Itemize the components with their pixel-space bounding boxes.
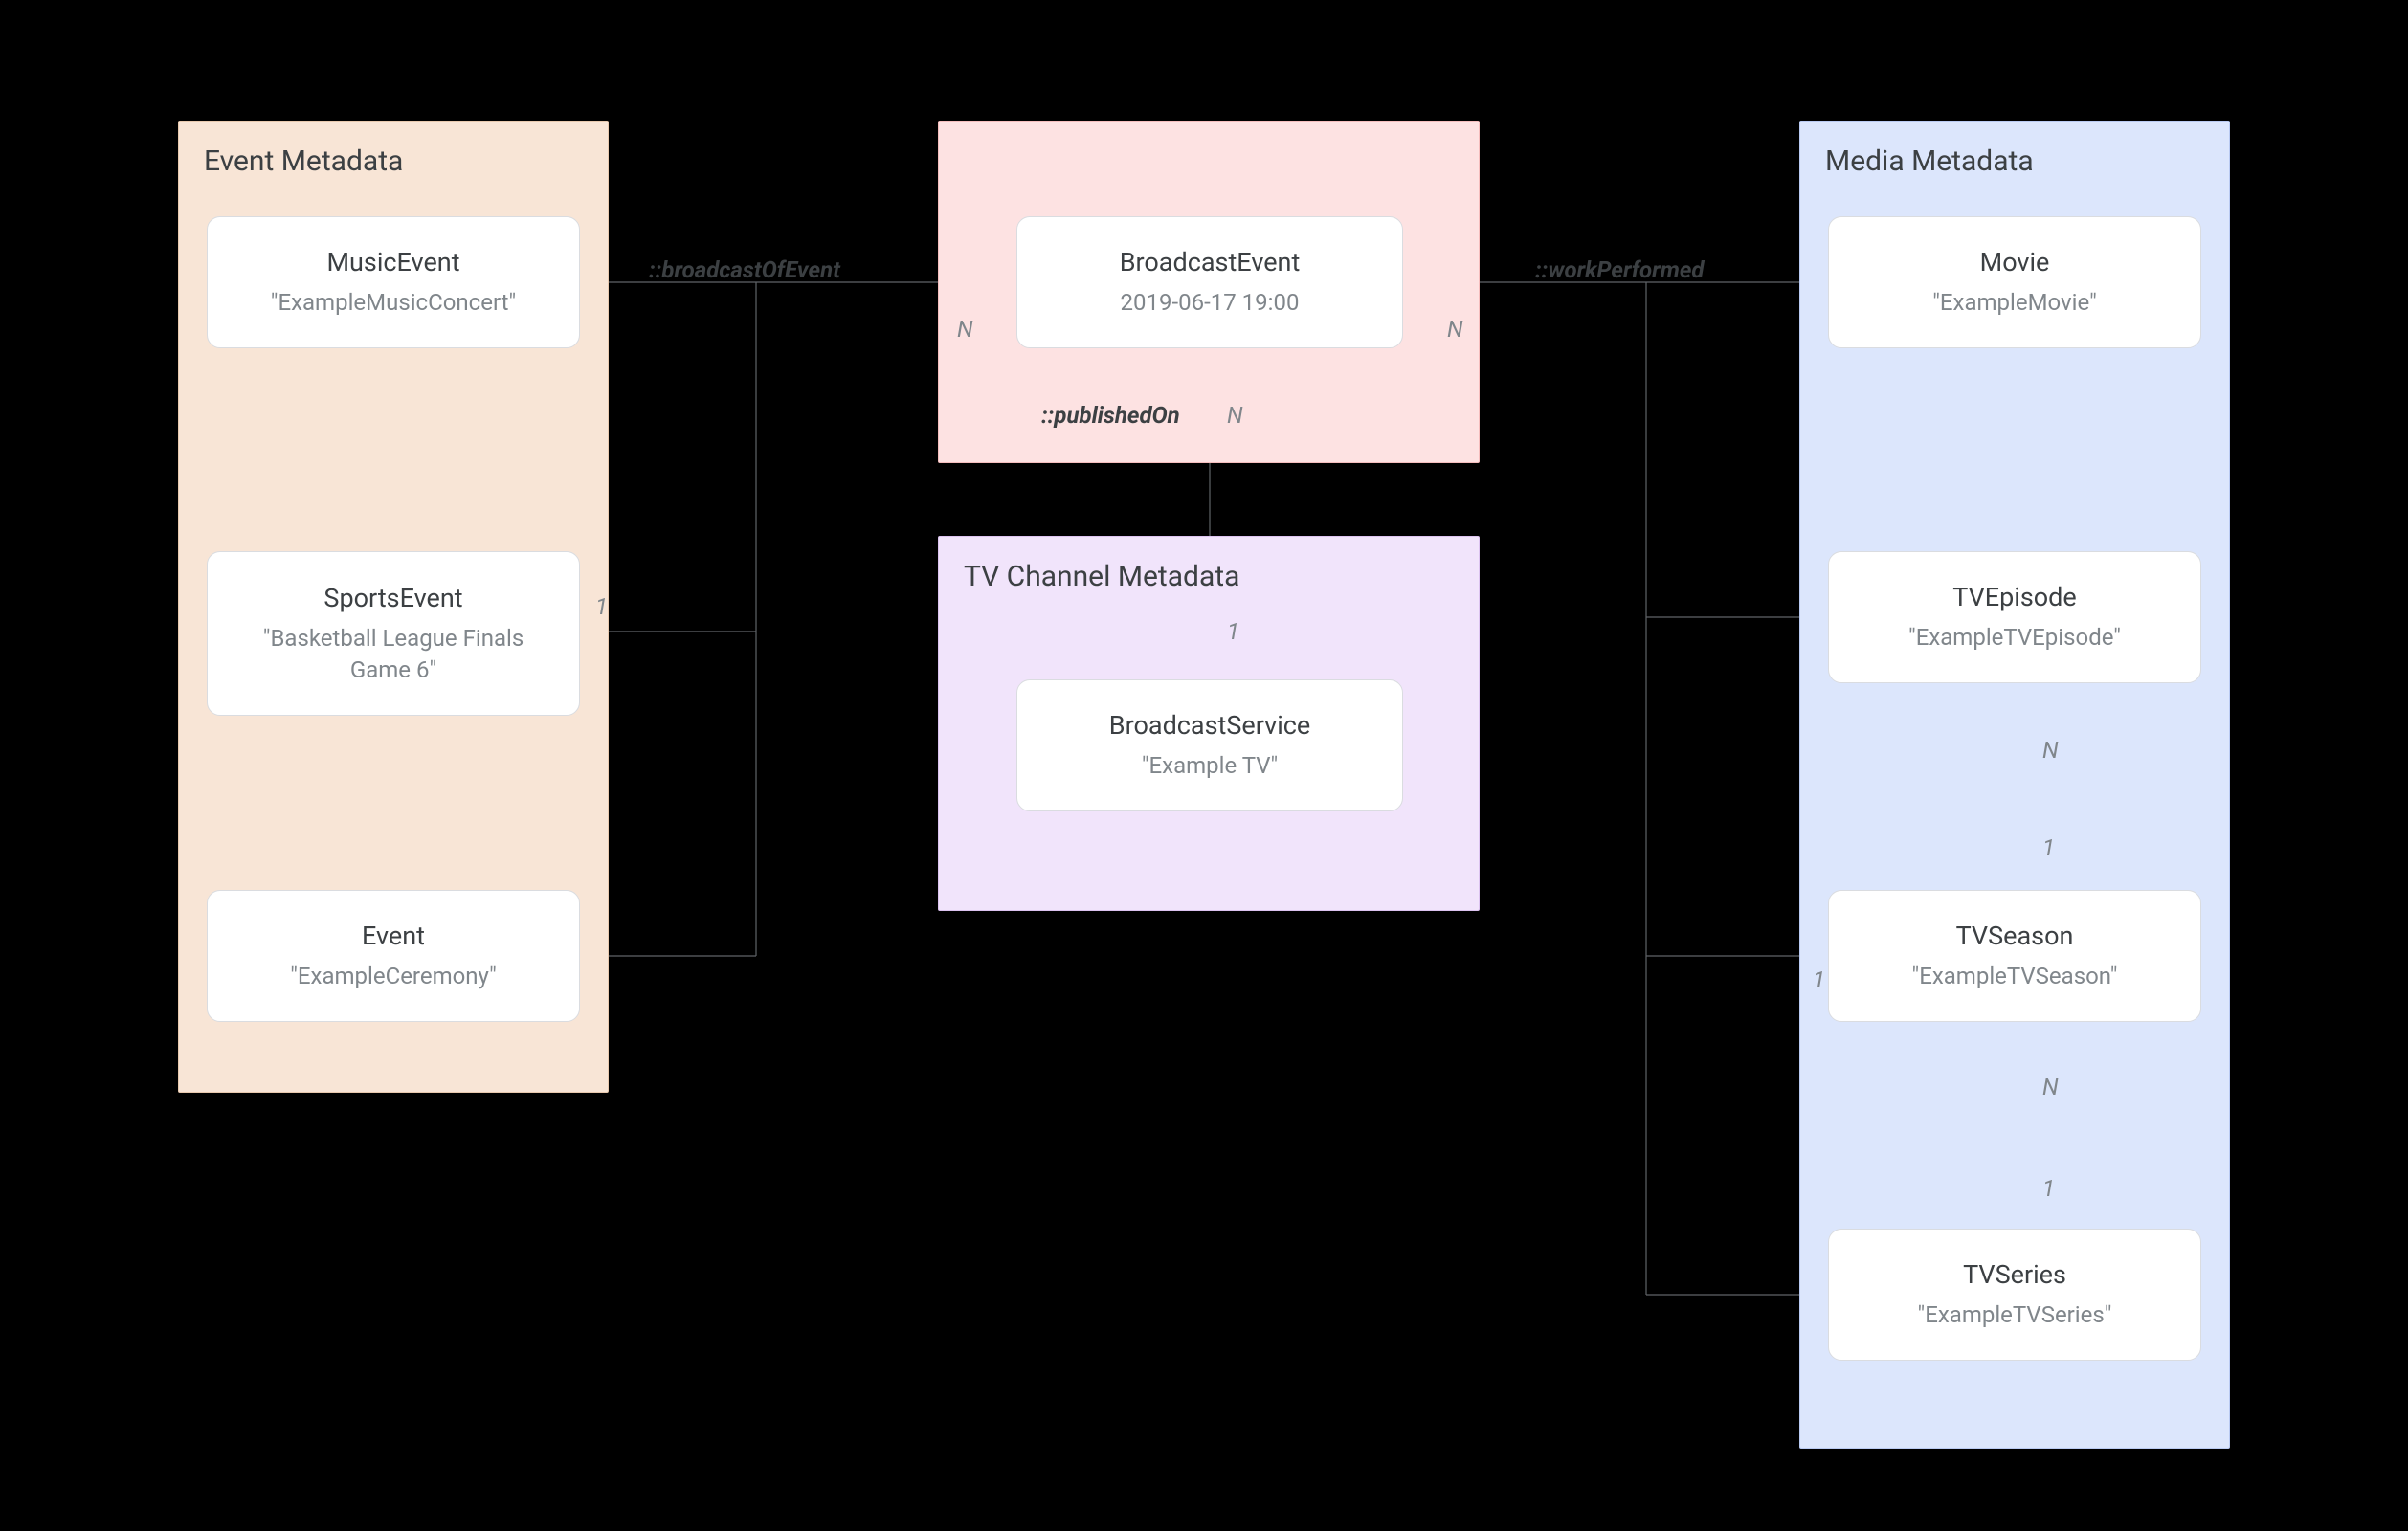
cardinality-label: 1 (1227, 618, 1239, 645)
cardinality-label: 1 (595, 593, 608, 620)
cardinality-label: N (957, 316, 973, 343)
diagram-canvas: Event Metadata TV Channel Metadata Media… (0, 0, 2408, 1531)
cardinality-label: N (1447, 316, 1463, 343)
node-tv-series: TVSeries "ExampleTVSeries" (1828, 1229, 2201, 1361)
edge-label-published-on: ::publishedOn (1041, 402, 1180, 429)
node-tv-season: TVSeason "ExampleTVSeason" (1828, 890, 2201, 1022)
node-title: BroadcastService (1109, 709, 1310, 743)
container-title: Media Metadata (1825, 143, 2204, 180)
edge-label-work-performed: ::workPerformed (1535, 256, 1705, 283)
node-title: TVSeries (1963, 1258, 2066, 1292)
node-subtitle: "ExampleCeremony" (290, 961, 497, 991)
node-subtitle: "ExampleMovie" (1932, 287, 2097, 318)
node-music-event: MusicEvent "ExampleMusicConcert" (207, 216, 580, 348)
node-title: SportsEvent (323, 582, 462, 615)
node-title: BroadcastEvent (1120, 246, 1301, 279)
node-broadcast-service: BroadcastService "Example TV" (1016, 679, 1403, 811)
node-subtitle: "Basketball League Finals Game 6" (231, 623, 556, 685)
node-subtitle: "ExampleMusicConcert" (271, 287, 516, 318)
node-movie: Movie "ExampleMovie" (1828, 216, 2201, 348)
node-event: Event "ExampleCeremony" (207, 890, 580, 1022)
cardinality-label: N (1227, 402, 1243, 429)
edge-label-broadcast-of-event: ::broadcastOfEvent (649, 256, 840, 283)
cardinality-label: 1 (2042, 834, 2055, 861)
cardinality-label: N (2042, 1074, 2059, 1100)
node-sports-event: SportsEvent "Basketball League Finals Ga… (207, 551, 580, 716)
node-title: TVSeason (1956, 920, 2074, 953)
node-broadcast-event: BroadcastEvent 2019-06-17 19:00 (1016, 216, 1403, 348)
node-subtitle: 2019-06-17 19:00 (1121, 287, 1300, 318)
cardinality-label: N (2042, 737, 2059, 764)
node-title: Movie (1980, 246, 2050, 279)
node-tv-episode: TVEpisode "ExampleTVEpisode" (1828, 551, 2201, 683)
node-title: TVEpisode (1952, 581, 2076, 614)
container-title: Event Metadata (204, 143, 583, 180)
node-subtitle: "Example TV" (1142, 750, 1278, 781)
node-subtitle: "ExampleTVEpisode" (1908, 622, 2121, 653)
node-subtitle: "ExampleTVSeries" (1918, 1299, 2112, 1330)
cardinality-label: 1 (2042, 1175, 2055, 1202)
node-title: Event (362, 920, 425, 953)
cardinality-label: 1 (1813, 966, 1825, 993)
node-title: MusicEvent (326, 246, 459, 279)
node-subtitle: "ExampleTVSeason" (1912, 961, 2118, 991)
container-title: TV Channel Metadata (964, 558, 1454, 595)
